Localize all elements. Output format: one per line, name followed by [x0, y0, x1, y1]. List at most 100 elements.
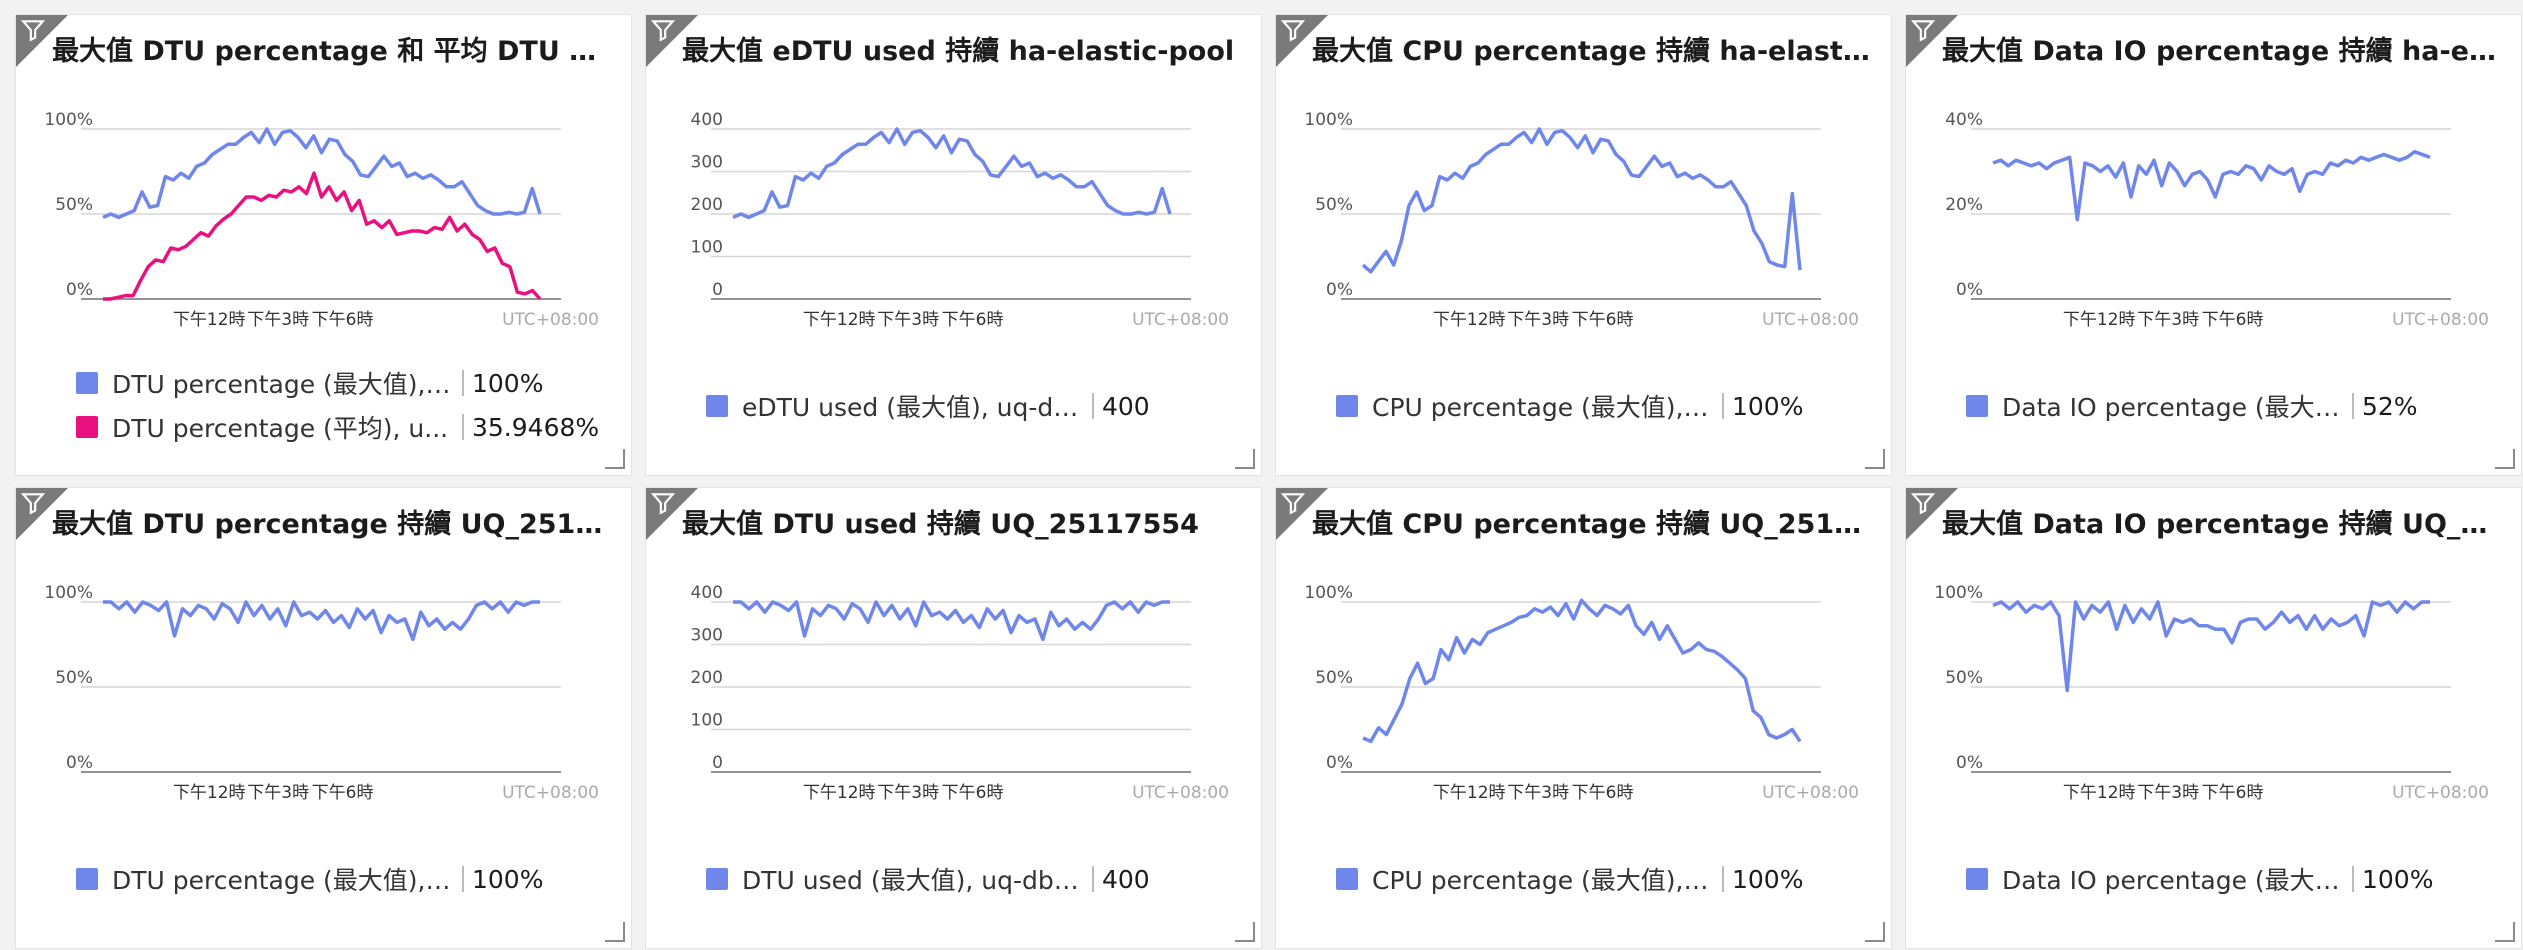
- x-tick-label: 下午6時: [1572, 310, 1634, 330]
- line-chart: 100% 50% 0% 下午12時 下午3時 下午6時 UTC+08:00: [1306, 110, 1859, 330]
- x-tick-label: 下午12時: [803, 310, 876, 330]
- legend-value: 100%: [472, 864, 544, 894]
- legend-item[interactable]: Data IO percentage (最大值), ... 100%: [1966, 861, 2433, 897]
- legend-value: 400: [1102, 391, 1150, 421]
- legend-swatch: [1966, 868, 1988, 890]
- y-tick-label: 0%: [1956, 753, 1983, 773]
- legend-item[interactable]: CPU percentage (最大值), uq-... 100%: [1336, 388, 1803, 424]
- legend-swatch: [706, 395, 728, 417]
- tile-title: 最大值 eDTU used 持續 ha-elastic-pool: [682, 36, 1235, 67]
- x-tick-label: 下午6時: [942, 783, 1004, 803]
- legend-item[interactable]: DTU percentage (平均), u... 35.9468%: [76, 409, 599, 445]
- resize-handle[interactable]: [605, 922, 625, 942]
- y-tick-label: 0: [712, 280, 723, 300]
- x-tick-label: 下午12時: [1433, 310, 1506, 330]
- chart-tile[interactable]: 最大值 eDTU used 持續 ha-elastic-pool 400 300 20…: [646, 15, 1261, 475]
- y-tick-label: 400: [691, 583, 723, 603]
- legend-separator: [1722, 393, 1724, 419]
- line-chart: 400 300 200 100 0 下午12時 下午3時 下午6時 UTC+08:00: [691, 110, 1229, 330]
- tile-title: 最大值 DTU percentage 持續 UQ_25117554: [52, 509, 612, 540]
- x-tick-label: 下午12時: [803, 783, 876, 803]
- y-tick-label: 100: [691, 711, 723, 731]
- series-line: [103, 171, 542, 301]
- x-tick-label: 下午12時: [1433, 783, 1506, 803]
- y-tick-label: 400: [691, 110, 723, 130]
- chart-tile[interactable]: 最大值 Data IO percentage 持續 ha-elastic-...…: [1906, 15, 2521, 475]
- legend-item[interactable]: Data IO percentage (最大值), u... 52%: [1966, 388, 2418, 424]
- resize-handle[interactable]: [1865, 922, 1885, 942]
- x-tick-label: 下午3時: [1507, 783, 1569, 803]
- y-tick-label: 300: [691, 153, 723, 173]
- filter-icon[interactable]: [1280, 490, 1306, 516]
- resize-handle[interactable]: [1235, 449, 1255, 469]
- timezone-label: UTC+08:00: [1132, 783, 1229, 803]
- tile-title: 最大值 CPU percentage 持續 UQ_25117554: [1312, 509, 1872, 540]
- y-tick-label: 300: [691, 626, 723, 646]
- legend-value: 100%: [1732, 391, 1804, 421]
- chart-tile[interactable]: 最大值 DTU used 持續 UQ_25117554 400 300 200 100 0…: [646, 488, 1261, 948]
- x-tick-label: 下午3時: [1507, 310, 1569, 330]
- resize-handle[interactable]: [1865, 449, 1885, 469]
- legend-item[interactable]: eDTU used (最大值), uq-db1-v... 400: [706, 388, 1150, 424]
- y-tick-label: 0%: [1326, 280, 1353, 300]
- line-chart: 100% 50% 0% 下午12時 下午3時 下午6時 UTC+08:00: [1306, 583, 1859, 803]
- legend-value: 400: [1102, 864, 1150, 894]
- filter-icon[interactable]: [1910, 490, 1936, 516]
- legend-swatch: [1336, 395, 1358, 417]
- series-line: [1362, 598, 1802, 744]
- filter-icon[interactable]: [20, 490, 46, 516]
- filter-icon[interactable]: [650, 490, 676, 516]
- series-line: [732, 127, 1172, 220]
- legend-separator: [462, 414, 464, 440]
- timezone-label: UTC+08:00: [2392, 310, 2489, 330]
- legend-item[interactable]: DTU percentage (最大值), uq-... 100%: [76, 861, 543, 897]
- series-line: [102, 127, 542, 220]
- chart-tile[interactable]: 最大值 DTU percentage 和 平均 DTU percen... 100…: [16, 15, 631, 475]
- filter-icon[interactable]: [1910, 17, 1936, 43]
- legend-label: eDTU used (最大值), uq-db1-v...: [742, 393, 1082, 422]
- resize-handle[interactable]: [2495, 922, 2515, 942]
- line-chart: 100% 50% 0% 下午12時 下午3時 下午6時 UTC+08:00: [46, 583, 599, 803]
- chart-tile[interactable]: 最大值 CPU percentage 持續 UQ_25117554 100% 50%…: [1276, 488, 1891, 948]
- legend-item[interactable]: DTU used (最大值), uq-db1-vm... 400: [706, 861, 1150, 897]
- timezone-label: UTC+08:00: [1132, 310, 1229, 330]
- series-line: [1361, 127, 1802, 274]
- y-tick-label: 0: [712, 753, 723, 773]
- legend-swatch: [76, 416, 98, 438]
- resize-handle[interactable]: [1235, 922, 1255, 942]
- chart-tile[interactable]: 最大值 CPU percentage 持續 ha-elastic-pool 100…: [1276, 15, 1891, 475]
- x-tick-label: 下午12時: [2063, 783, 2136, 803]
- legend-separator: [1092, 866, 1094, 892]
- resize-handle[interactable]: [605, 449, 625, 469]
- line-chart: 400 300 200 100 0 下午12時 下午3時 下午6時 UTC+08:00: [691, 583, 1229, 803]
- chart-tile[interactable]: 最大值 Data IO percentage 持續 UQ_25117... 100…: [1906, 488, 2521, 948]
- timezone-label: UTC+08:00: [502, 783, 599, 803]
- legend-swatch: [1966, 395, 1988, 417]
- chart-tile[interactable]: 最大值 DTU percentage 持續 UQ_25117554 100% 50%…: [16, 488, 631, 948]
- y-tick-label: 40%: [1945, 110, 1983, 130]
- x-tick-label: 下午3時: [877, 310, 939, 330]
- tile-title: 最大值 DTU percentage 和 平均 DTU percen...: [52, 36, 612, 67]
- legend-separator: [2352, 393, 2354, 419]
- x-tick-label: 下午6時: [312, 310, 374, 330]
- line-chart: 100% 50% 0% 下午12時 下午3時 下午6時 UTC+08:00: [46, 110, 599, 330]
- legend-separator: [1722, 866, 1724, 892]
- filter-icon[interactable]: [650, 17, 676, 43]
- y-tick-label: 50%: [1945, 668, 1983, 688]
- legend-label: CPU percentage (最大值), uq-...: [1372, 866, 1712, 895]
- legend-label: Data IO percentage (最大值), ...: [2002, 866, 2342, 895]
- y-tick-label: 200: [691, 668, 723, 688]
- filter-icon[interactable]: [20, 17, 46, 43]
- legend-value: 52%: [2362, 391, 2418, 421]
- series-line: [1992, 149, 2431, 222]
- legend-item[interactable]: CPU percentage (最大值), uq-... 100%: [1336, 861, 1803, 897]
- legend-item[interactable]: DTU percentage (最大值), uq-... 100%: [76, 365, 543, 401]
- legend-value: 35.9468%: [472, 412, 600, 442]
- legend-swatch: [1336, 868, 1358, 890]
- series-line: [1992, 600, 2430, 693]
- x-tick-label: 下午3時: [247, 310, 309, 330]
- x-tick-label: 下午6時: [2202, 310, 2264, 330]
- y-tick-label: 50%: [55, 195, 93, 215]
- filter-icon[interactable]: [1280, 17, 1306, 43]
- resize-handle[interactable]: [2495, 449, 2515, 469]
